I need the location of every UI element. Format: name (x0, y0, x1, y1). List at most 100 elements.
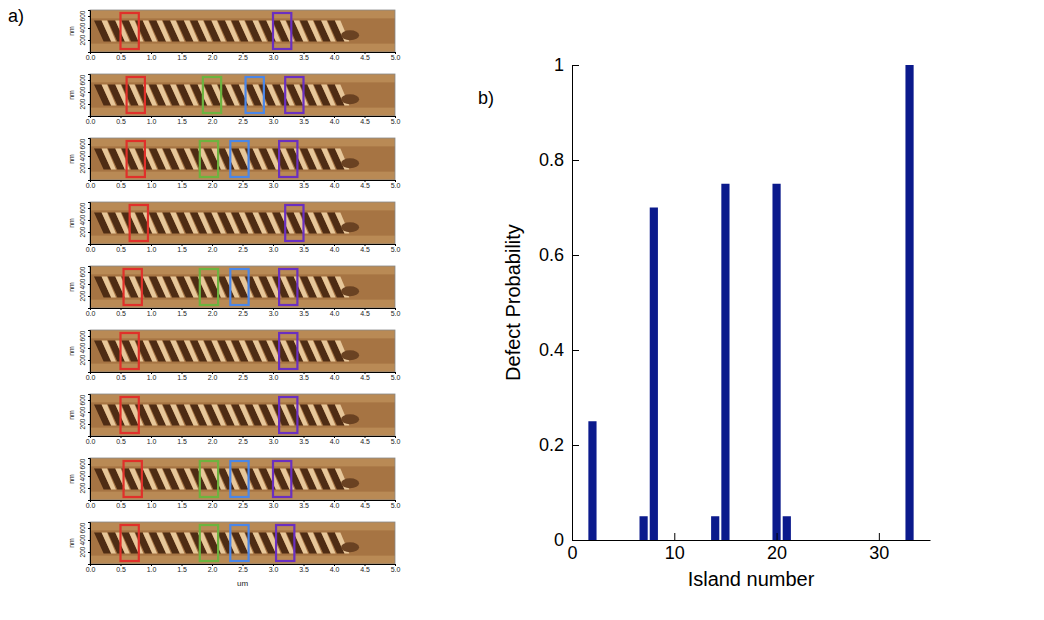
axis-title: nm (68, 538, 75, 548)
tick-label: 1.0 (147, 182, 157, 189)
tick-label: 4.0 (330, 118, 340, 125)
tick-label: 4.5 (360, 502, 370, 509)
highlight-box (279, 397, 297, 433)
tick-label: 4.5 (360, 54, 370, 61)
axis-title: nm (68, 218, 75, 228)
tick-label: 3.5 (299, 566, 309, 573)
tick-label: 1.5 (177, 310, 187, 317)
tick: 4.5 (360, 308, 370, 317)
tick-mark (88, 412, 90, 413)
tick: 1.0 (147, 308, 157, 317)
tick-label: 2.5 (238, 438, 248, 445)
highlight-box (124, 269, 142, 305)
axis-title: nm (68, 346, 75, 356)
axis-line (88, 75, 91, 117)
tick-label: 1.0 (147, 54, 157, 61)
bar (711, 516, 719, 540)
x-axis: 0.00.51.01.52.02.53.03.54.04.55.0 (86, 436, 401, 445)
tick-label: 0.0 (86, 374, 96, 381)
tick-label: 0.5 (116, 502, 126, 509)
tick-label: 3.0 (269, 566, 279, 573)
tick-label: 3.0 (269, 374, 279, 381)
image-frame (90, 202, 395, 244)
bar (721, 184, 729, 540)
tick: 1.5 (177, 500, 187, 509)
bar (650, 208, 658, 541)
image-band (90, 402, 395, 427)
x-axis: 0.00.51.01.52.02.53.03.54.04.55.0 (86, 52, 401, 61)
tick: 0.5 (116, 500, 126, 509)
tick-label: 2.0 (208, 118, 218, 125)
bar (783, 516, 791, 540)
tick: 0.5 (116, 564, 126, 573)
image-background (90, 330, 395, 372)
tick-label: 600 (79, 394, 86, 405)
x-axis: 0.00.51.01.52.02.53.03.54.04.55.0 (86, 500, 401, 509)
tick-label: 0.0 (86, 566, 96, 573)
tick: 2.5 (238, 180, 248, 189)
tick (88, 336, 90, 337)
tick (88, 540, 90, 541)
tick: 2.5 (238, 116, 248, 125)
tick-label: 3.0 (269, 118, 279, 125)
afm-image: 0.00.51.01.52.02.53.03.54.04.55.02004006… (68, 10, 400, 61)
tick: 1.0 (147, 244, 157, 253)
tick-label: 3.0 (269, 310, 279, 317)
tick: 4.0 (330, 436, 340, 445)
tick: 20 (767, 533, 787, 563)
tick: 4.0 (330, 52, 340, 61)
tick-mark (88, 552, 90, 553)
tick-mark (88, 80, 90, 81)
tick-label: 1.5 (177, 246, 187, 253)
highlight-box (121, 397, 139, 433)
structure-end (341, 478, 359, 488)
tick: 0.5 (116, 52, 126, 61)
y-axis (88, 139, 91, 181)
tick-label: 4.0 (330, 502, 340, 509)
tick-label: 0.8 (539, 150, 564, 170)
image-frame (90, 138, 395, 180)
tick: 5.0 (391, 116, 401, 125)
highlight-box (127, 141, 145, 177)
image-frame (90, 266, 395, 308)
afm-image: 0.00.51.01.52.02.53.03.54.04.55.02004006… (68, 138, 400, 189)
tick-label: 3.5 (299, 502, 309, 509)
tick-label: 1.5 (177, 566, 187, 573)
tick: 3.5 (299, 116, 309, 125)
tick: 2.5 (238, 436, 248, 445)
highlight-box (273, 13, 291, 49)
tick-label: 0.0 (86, 502, 96, 509)
tick: 2.5 (238, 500, 248, 509)
tick: 1.5 (177, 436, 187, 445)
tick-label: 0.5 (116, 118, 126, 125)
tick-label: 400 (79, 150, 86, 161)
image-background (90, 522, 395, 564)
tick-label: 4.0 (330, 182, 340, 189)
tick-label: 1.5 (177, 374, 187, 381)
tick (88, 208, 90, 209)
tick: 1 (554, 55, 579, 75)
tick: 5.0 (391, 244, 401, 253)
tick-label: 0.0 (86, 118, 96, 125)
afm-image: 0.00.51.01.52.02.53.03.54.04.55.02004006… (68, 74, 400, 125)
tick-mark (88, 464, 90, 465)
axis-title: Island number (688, 568, 815, 590)
tick: 30 (869, 533, 889, 563)
tick-label: 200 (79, 546, 86, 557)
structure-end (341, 30, 359, 40)
tick (88, 104, 90, 105)
tick-label: 5.0 (391, 246, 401, 253)
tick-label: 0.0 (86, 438, 96, 445)
tick: 0.5 (116, 116, 126, 125)
structure-end (341, 414, 359, 424)
tick-mark (572, 445, 579, 446)
image-frame (90, 522, 395, 564)
tick (88, 156, 90, 157)
highlight-box (279, 269, 297, 305)
tick-label: 4.0 (330, 374, 340, 381)
tick-label: 2.5 (238, 246, 248, 253)
tick-label: 5.0 (391, 374, 401, 381)
structure-end (341, 542, 359, 552)
image-band (90, 82, 395, 107)
tick-mark (88, 40, 90, 41)
